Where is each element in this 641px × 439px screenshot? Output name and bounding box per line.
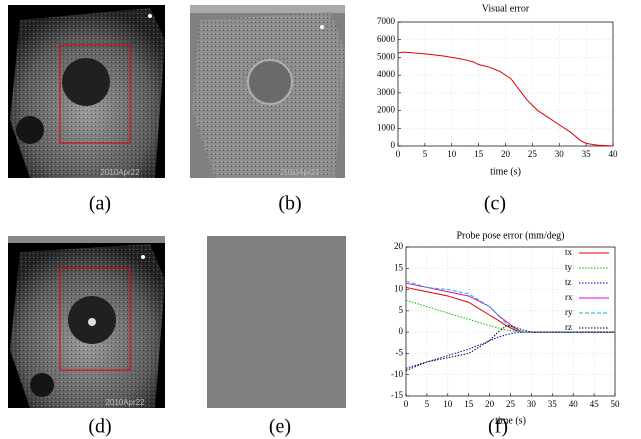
x-tick-label: 10 bbox=[447, 149, 457, 159]
y-tick-label: 7000 bbox=[377, 16, 396, 26]
y-tick-label: 3000 bbox=[377, 87, 396, 97]
x-tick-label: 0 bbox=[396, 149, 401, 159]
y-tick-label: 10 bbox=[394, 284, 404, 294]
y-tick-label: 2000 bbox=[377, 105, 396, 115]
y-tick-label: 15 bbox=[394, 262, 404, 272]
legend-label: tz bbox=[565, 277, 572, 287]
x-tick-label: 30 bbox=[527, 399, 537, 409]
y-tick-label: -15 bbox=[391, 390, 403, 400]
panel-label: (b) bbox=[278, 193, 301, 215]
panel-label: (c) bbox=[484, 193, 506, 215]
image-stamp: 2010Apr22 bbox=[105, 398, 145, 407]
x-tick-label: 15 bbox=[464, 399, 474, 409]
data-line bbox=[405, 280, 615, 333]
data-line bbox=[405, 325, 615, 371]
legend-label: tx bbox=[565, 247, 573, 257]
y-tick-label: 6000 bbox=[377, 34, 396, 44]
y-tick-label: 5000 bbox=[377, 51, 396, 61]
y-tick-label: 5 bbox=[399, 305, 404, 315]
legend-label: ty bbox=[565, 262, 573, 272]
image-a: 2010Apr22 bbox=[8, 5, 165, 178]
data-line bbox=[397, 51, 614, 147]
chart-title: Visual error bbox=[482, 3, 530, 14]
x-axis-label: time (s) bbox=[495, 415, 526, 426]
x-tick-label: 10 bbox=[443, 399, 453, 409]
x-tick-label: 35 bbox=[582, 149, 592, 159]
x-tick-label: 5 bbox=[423, 149, 428, 159]
y-tick-label: -10 bbox=[391, 369, 403, 379]
chart-title: Probe pose error (mm/deg) bbox=[456, 230, 564, 241]
y-tick-label: 0 bbox=[391, 140, 396, 150]
legend-label: rx bbox=[565, 292, 573, 302]
plot-frame bbox=[405, 246, 616, 397]
legend-label: ry bbox=[565, 307, 573, 317]
y-tick-label: 1000 bbox=[377, 122, 396, 132]
x-tick-label: 15 bbox=[474, 149, 484, 159]
x-tick-label: 40 bbox=[569, 399, 579, 409]
x-tick-label: 25 bbox=[506, 399, 516, 409]
y-tick-label: 20 bbox=[394, 241, 404, 251]
x-tick-label: 20 bbox=[501, 149, 511, 159]
y-tick-label: 0 bbox=[399, 326, 404, 336]
y-tick-label: 4000 bbox=[377, 69, 396, 79]
image-b: 2010Apr22 bbox=[190, 5, 345, 178]
x-tick-label: 30 bbox=[555, 149, 565, 159]
x-tick-label: 25 bbox=[528, 149, 538, 159]
x-tick-label: 50 bbox=[611, 399, 621, 409]
x-tick-label: 0 bbox=[404, 399, 409, 409]
panel-label: (a) bbox=[89, 193, 111, 215]
data-line bbox=[405, 282, 615, 333]
x-tick-label: 35 bbox=[548, 399, 558, 409]
panel-label: (e) bbox=[269, 416, 291, 438]
panel-label: (d) bbox=[88, 416, 111, 438]
image-e bbox=[207, 236, 346, 408]
x-axis-label: time (s) bbox=[490, 166, 521, 177]
y-tick-label: -5 bbox=[396, 347, 404, 357]
legend-label: rz bbox=[565, 322, 572, 332]
image-d: 2010Apr22 bbox=[8, 236, 165, 408]
x-tick-label: 40 bbox=[609, 149, 619, 159]
x-tick-label: 5 bbox=[425, 399, 430, 409]
image-stamp: 2010Apr22 bbox=[100, 168, 140, 177]
x-tick-label: 45 bbox=[590, 399, 600, 409]
image-stamp: 2010Apr22 bbox=[280, 168, 320, 177]
panel-label: (f) bbox=[488, 416, 508, 438]
x-tick-label: 20 bbox=[485, 399, 495, 409]
plot-frame bbox=[397, 21, 614, 147]
